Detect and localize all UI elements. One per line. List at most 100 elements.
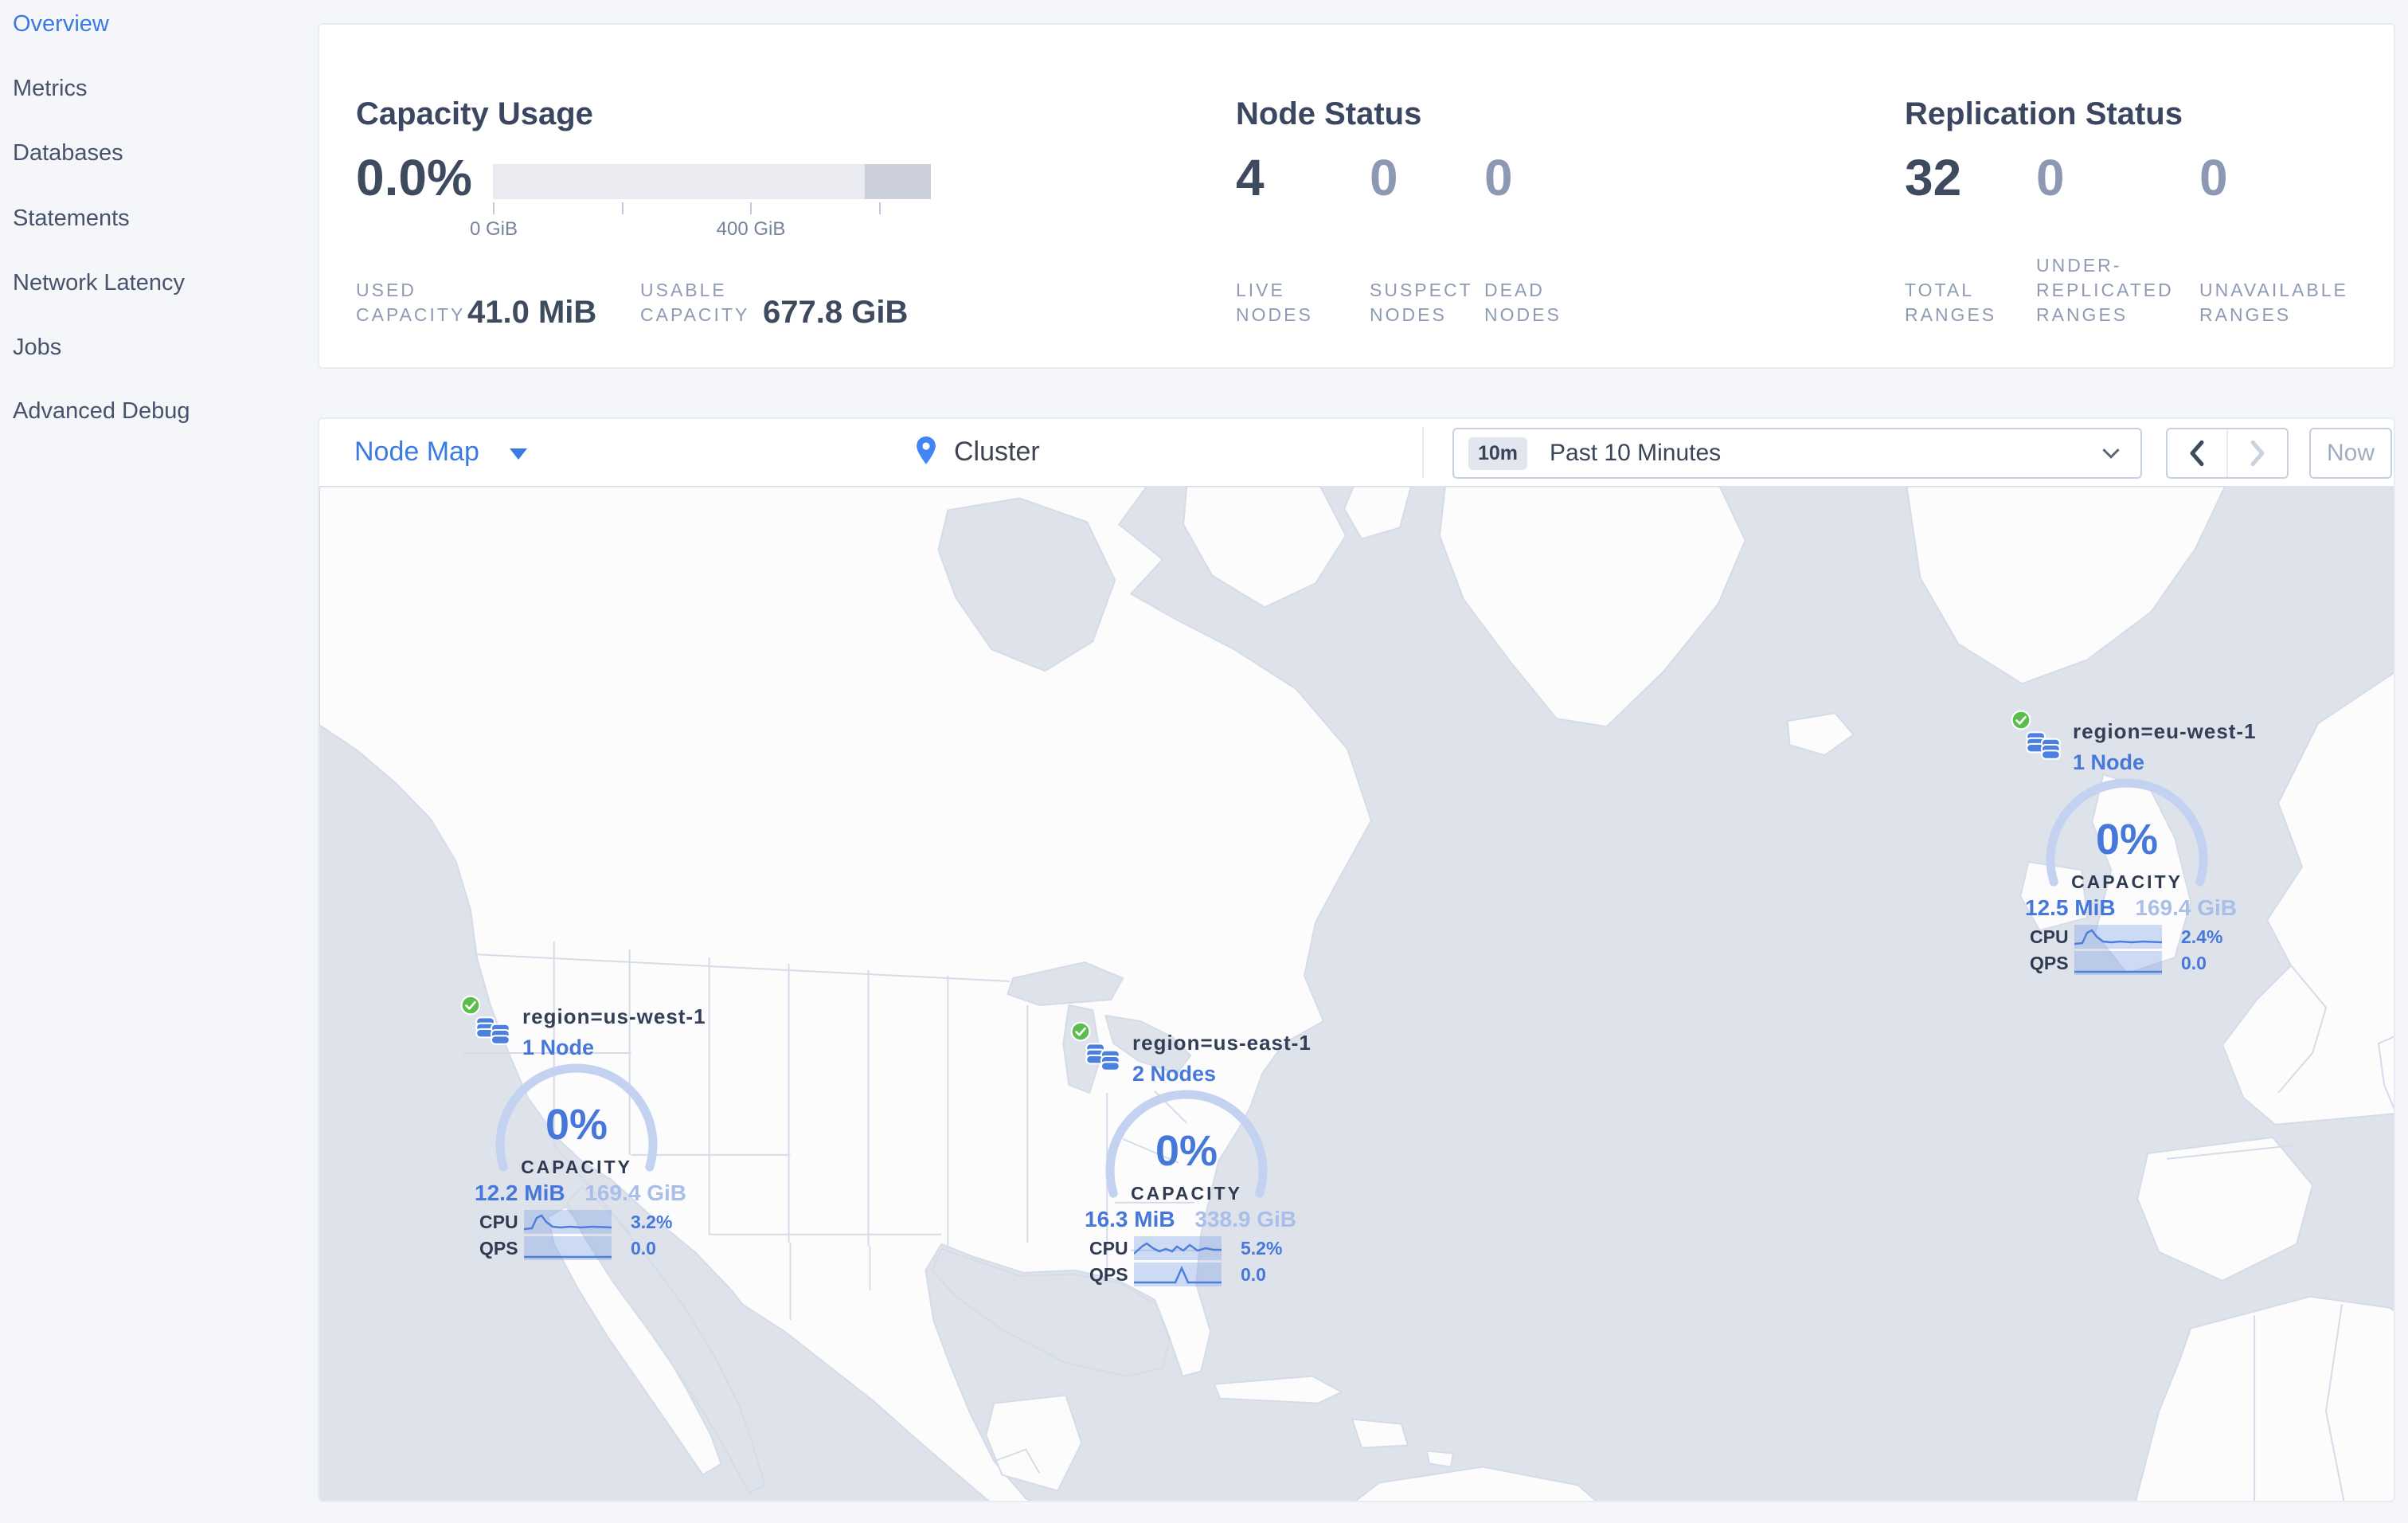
africa-country-borders bbox=[2254, 1304, 2345, 1501]
south-america-landmass bbox=[1354, 1466, 1597, 1501]
cpu-label: CPU bbox=[2030, 926, 2069, 947]
suspect-nodes-label: SUSPECT NODES bbox=[1370, 280, 1473, 325]
capacity-usage-title: Capacity Usage bbox=[356, 96, 593, 132]
qps-sparkline bbox=[2074, 951, 2162, 975]
database-stack-icon bbox=[2024, 726, 2062, 764]
region-usable-capacity: 169.4 GiB bbox=[2135, 895, 2237, 920]
qps-label: QPS bbox=[1089, 1263, 1128, 1285]
now-button[interactable]: Now bbox=[2309, 428, 2392, 479]
capacity-gauge-arc bbox=[495, 1063, 658, 1172]
region-label[interactable]: region=us-west-1 bbox=[522, 1004, 706, 1028]
qps-label: QPS bbox=[479, 1237, 518, 1259]
sidebar-item-databases[interactable]: Databases bbox=[13, 140, 123, 166]
europe-landmass bbox=[2222, 671, 2394, 1126]
capacity-gauge-arc bbox=[2046, 778, 2208, 887]
capacity-percent: 0.0% bbox=[356, 149, 472, 206]
sidebar-item-jobs[interactable]: Jobs bbox=[13, 335, 62, 360]
suspect-nodes-count: 0 bbox=[1370, 149, 1398, 206]
capacity-bar-reserved-segment bbox=[865, 164, 931, 199]
used-capacity-value: 41.0 MiB bbox=[467, 295, 597, 330]
qps-sparkline bbox=[1134, 1263, 1222, 1286]
mexico-guatemala-border bbox=[993, 1448, 1041, 1474]
breadcrumb[interactable]: Cluster bbox=[911, 433, 1040, 470]
dead-nodes-count: 0 bbox=[1484, 149, 1513, 206]
region-capacity-percent: 0% bbox=[2095, 816, 2159, 863]
italy-landmass bbox=[2378, 1036, 2394, 1110]
time-step-back-button[interactable] bbox=[2168, 429, 2228, 477]
time-range-dropdown[interactable]: 10m Past 10 Minutes bbox=[1452, 428, 2142, 479]
yucatan-landmass bbox=[985, 1394, 1083, 1492]
capacity-axis-tick bbox=[879, 202, 881, 214]
dead-nodes-label: DEAD NODES bbox=[1484, 280, 1562, 325]
region-marker-us-east-1[interactable]: region=us-east-1 2 Nodes 0% CAPACITY 16.… bbox=[1070, 1021, 1312, 1288]
gulf-of-mexico bbox=[931, 1247, 1171, 1377]
region-usable-capacity: 338.9 GiB bbox=[1194, 1207, 1296, 1231]
usable-capacity-label: USABLE CAPACITY bbox=[640, 280, 750, 325]
cpu-value: 3.2% bbox=[631, 1211, 673, 1232]
cluster-summary-card: Capacity Usage 0.0% 0 GiB 400 GiB USED C… bbox=[318, 23, 2395, 369]
region-label[interactable]: region=us-east-1 bbox=[1132, 1031, 1312, 1055]
under-replicated-ranges-count: 0 bbox=[2036, 149, 2065, 206]
node-map[interactable]: region=us-west-1 1 Node 0% CAPACITY 12.2… bbox=[319, 486, 2394, 1501]
sidebar-item-advanced-debug[interactable]: Advanced Debug bbox=[13, 398, 190, 424]
database-stack-icon bbox=[474, 1011, 512, 1049]
region-label[interactable]: region=eu-west-1 bbox=[2073, 719, 2257, 743]
region-node-count[interactable]: 1 Node bbox=[2073, 750, 2145, 774]
region-capacity-percent: 0% bbox=[1155, 1127, 1218, 1175]
region-node-count[interactable]: 2 Nodes bbox=[1132, 1062, 1217, 1086]
region-capacity-label: CAPACITY bbox=[521, 1157, 632, 1177]
capacity-axis-label-mid: 400 GiB bbox=[716, 218, 786, 240]
map-toolbar: Node Map Cluster 10m Past 10 Minutes bbox=[319, 419, 2394, 487]
capacity-axis-tick bbox=[622, 202, 624, 214]
cpu-value: 2.4% bbox=[2181, 926, 2223, 947]
puerto-rico-landmass bbox=[1425, 1450, 1454, 1468]
qps-value: 0.0 bbox=[2181, 952, 2207, 973]
cpu-label: CPU bbox=[479, 1211, 518, 1232]
region-marker-us-west-1[interactable]: region=us-west-1 1 Node 0% CAPACITY 12.2… bbox=[460, 995, 706, 1262]
region-usable-capacity: 169.4 GiB bbox=[584, 1180, 686, 1205]
sidebar-item-overview[interactable]: Overview bbox=[13, 11, 109, 37]
qps-sparkline bbox=[524, 1236, 612, 1260]
database-stack-icon bbox=[1084, 1037, 1122, 1075]
sidebar-item-metrics[interactable]: Metrics bbox=[13, 76, 88, 101]
capacity-bar bbox=[493, 164, 931, 199]
used-capacity-label: USED CAPACITY bbox=[356, 280, 466, 325]
qps-value: 0.0 bbox=[631, 1237, 656, 1259]
time-range-badge: 10m bbox=[1468, 437, 1528, 470]
node-status-title: Node Status bbox=[1236, 96, 1422, 132]
region-capacity-percent: 0% bbox=[545, 1101, 608, 1149]
view-selector-label[interactable]: Node Map bbox=[354, 437, 479, 467]
sidebar-item-statements[interactable]: Statements bbox=[13, 206, 130, 231]
hudson-bay bbox=[937, 497, 1116, 672]
map-pin-icon bbox=[917, 437, 936, 464]
view-selector-dropdown[interactable]: Node Map bbox=[354, 437, 527, 468]
region-node-count[interactable]: 1 Node bbox=[522, 1036, 595, 1059]
capacity-axis-tick bbox=[750, 202, 752, 214]
us-state-borders bbox=[462, 942, 1199, 1321]
cuba-landmass bbox=[1214, 1375, 1343, 1404]
cpu-sparkline bbox=[2074, 925, 2163, 949]
capacity-axis-tick bbox=[493, 202, 494, 214]
time-range-label: Past 10 Minutes bbox=[1550, 440, 1722, 466]
toolbar-divider bbox=[1422, 427, 1424, 478]
lake-superior bbox=[1007, 961, 1124, 1006]
unavailable-ranges-count: 0 bbox=[2199, 149, 2228, 206]
chevron-left-icon bbox=[2190, 440, 2204, 467]
region-used-capacity: 12.2 MiB bbox=[475, 1180, 565, 1205]
cpu-value: 5.2% bbox=[1241, 1237, 1283, 1259]
capacity-axis-label-min: 0 GiB bbox=[469, 218, 518, 240]
region-capacity-label: CAPACITY bbox=[1131, 1183, 1242, 1204]
region-marker-eu-west-1[interactable]: region=eu-west-1 1 Node 0% CAPACITY 12.5… bbox=[2011, 710, 2256, 977]
under-replicated-ranges-label: UNDER-REPLICATED RANGES bbox=[2036, 255, 2174, 325]
arctic-islands bbox=[1182, 486, 1347, 609]
time-step-forward-button[interactable] bbox=[2228, 429, 2287, 477]
qps-value: 0.0 bbox=[1241, 1263, 1266, 1285]
node-map-card: Node Map Cluster 10m Past 10 Minutes bbox=[318, 417, 2395, 1502]
region-capacity-label: CAPACITY bbox=[2071, 871, 2183, 892]
sidebar-item-network-latency[interactable]: Network Latency bbox=[13, 270, 185, 296]
region-used-capacity: 12.5 MiB bbox=[2025, 895, 2116, 920]
africa-landmass bbox=[2135, 1295, 2394, 1501]
live-nodes-count: 4 bbox=[1236, 149, 1265, 206]
chevron-right-icon bbox=[2250, 440, 2265, 467]
